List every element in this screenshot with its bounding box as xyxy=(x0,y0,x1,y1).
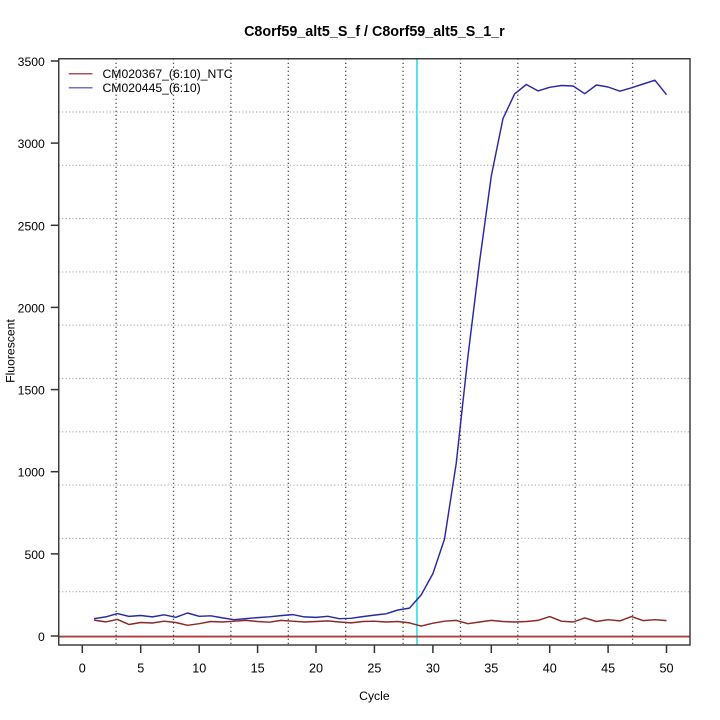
svg-text:3500: 3500 xyxy=(18,55,45,69)
svg-text:2000: 2000 xyxy=(18,301,45,315)
svg-text:0: 0 xyxy=(38,630,45,644)
svg-text:40: 40 xyxy=(543,662,557,676)
svg-text:15: 15 xyxy=(251,662,265,676)
svg-text:Cycle: Cycle xyxy=(359,689,390,703)
svg-text:25: 25 xyxy=(367,662,381,676)
svg-text:35: 35 xyxy=(484,662,498,676)
svg-text:CM020445_(6:10): CM020445_(6:10) xyxy=(103,81,201,95)
svg-text:3000: 3000 xyxy=(18,137,45,151)
svg-text:1000: 1000 xyxy=(18,466,45,480)
svg-text:30: 30 xyxy=(426,662,440,676)
svg-text:500: 500 xyxy=(24,548,45,562)
svg-text:20: 20 xyxy=(309,662,323,676)
svg-text:45: 45 xyxy=(601,662,615,676)
svg-text:1500: 1500 xyxy=(18,384,45,398)
svg-text:5: 5 xyxy=(137,662,144,676)
svg-text:Fluorescent: Fluorescent xyxy=(4,319,18,383)
svg-text:CM020367_(6:10)_NTC: CM020367_(6:10)_NTC xyxy=(103,67,233,81)
svg-text:10: 10 xyxy=(192,662,206,676)
svg-text:2500: 2500 xyxy=(18,219,45,233)
svg-text:50: 50 xyxy=(659,662,673,676)
svg-text:C8orf59_alt5_S_f / C8orf59_alt: C8orf59_alt5_S_f / C8orf59_alt5_S_1_r xyxy=(244,24,505,40)
svg-text:0: 0 xyxy=(79,662,86,676)
